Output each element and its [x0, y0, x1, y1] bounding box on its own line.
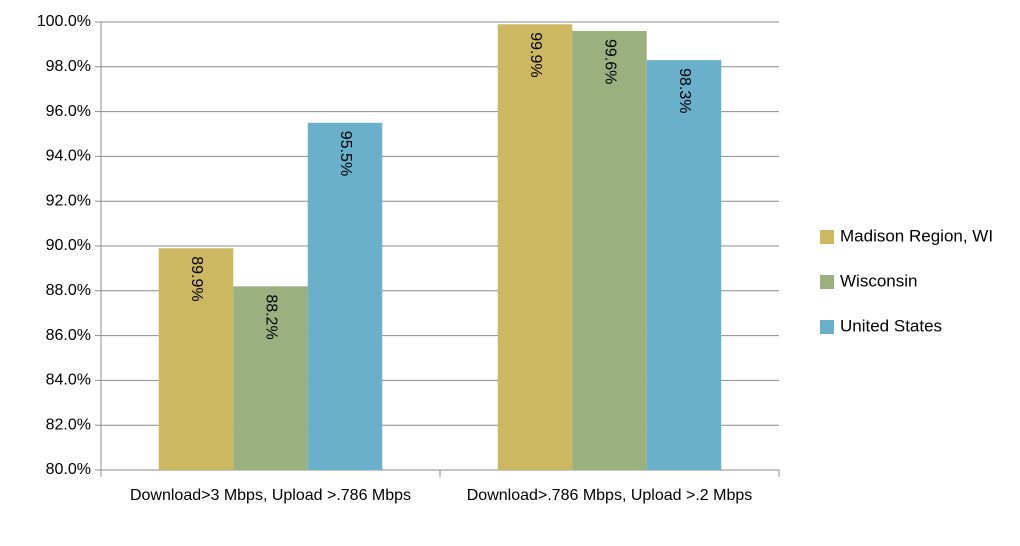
value-label: 99.9% [527, 32, 544, 77]
y-tick-label: 86.0% [46, 327, 91, 344]
value-label: 99.6% [601, 39, 618, 84]
bar [307, 122, 383, 471]
y-tick-label: 84.0% [46, 372, 91, 389]
y-tick-label: 92.0% [46, 192, 91, 209]
y-tick-label: 80.0% [46, 461, 91, 478]
bar [646, 60, 722, 470]
y-tick-label: 90.0% [46, 237, 91, 254]
legend-swatch [820, 320, 834, 334]
legend-swatch [820, 230, 834, 244]
legend-swatch [820, 275, 834, 289]
value-label: 95.5% [337, 131, 354, 176]
bar [233, 286, 308, 470]
bar [158, 248, 234, 470]
value-label: 88.2% [262, 294, 279, 339]
legend-label: Madison Region, WI [840, 226, 993, 245]
y-tick-label: 88.0% [46, 282, 91, 299]
value-label: 89.9% [188, 256, 205, 301]
y-tick-label: 94.0% [46, 148, 91, 165]
x-tick-label: Download>.786 Mbps, Upload >.2 Mbps [466, 487, 753, 504]
value-label: 98.3% [676, 68, 693, 113]
y-tick-label: 98.0% [46, 58, 91, 75]
x-tick-label: Download>3 Mbps, Upload >.786 Mbps [129, 487, 412, 504]
y-tick-label: 96.0% [46, 103, 91, 120]
bar [572, 30, 647, 471]
bar [497, 24, 573, 471]
legend-label: United States [840, 316, 942, 335]
y-tick-label: 82.0% [46, 416, 91, 433]
legend-label: Wisconsin [840, 271, 917, 290]
y-tick-label: 100.0% [37, 13, 91, 30]
